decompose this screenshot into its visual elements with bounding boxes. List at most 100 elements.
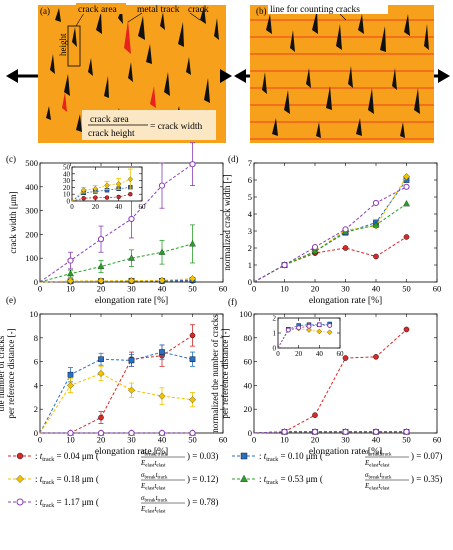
series-0 (71, 191, 133, 202)
formula-numerator: crack area (90, 115, 130, 125)
fraction-denominator: Eelasttelast (364, 459, 390, 469)
series-2 (71, 168, 134, 202)
y-tick-label: 0 (248, 428, 252, 438)
data-point (189, 429, 196, 437)
label-crack-area: crack area (78, 5, 118, 15)
x-tick-label: 60 (219, 284, 228, 294)
data-point (326, 329, 333, 335)
legend-ratio: ) = 0.35) (411, 474, 442, 484)
frac-sigma: σ (365, 448, 369, 456)
panel-label: (e) (6, 295, 16, 305)
data-point (158, 429, 166, 437)
data-point (306, 323, 312, 329)
data-point (285, 327, 291, 333)
formula-denominator: crack height (88, 129, 135, 139)
legend-t: t (264, 474, 267, 484)
legend-eq: = 0.53 μm ( (278, 474, 323, 484)
series-line (253, 186, 407, 283)
data-point (189, 161, 196, 168)
frac-elast2: elast (156, 510, 166, 515)
x-tick-label: 60 (433, 284, 442, 294)
x-tick-label: 30 (127, 284, 136, 294)
arrow-left-b (234, 69, 250, 83)
y-tick-label: 0 (67, 197, 71, 205)
x-tick-label: 0 (276, 350, 280, 358)
data-point (67, 257, 74, 264)
callout-crack (189, 12, 201, 21)
y-tick-label: 1 (273, 329, 277, 337)
series-2 (277, 322, 333, 349)
data-point (403, 326, 410, 333)
frac-track: track (382, 453, 392, 458)
x-tick-label: 60 (219, 435, 228, 445)
legend-marker (16, 475, 24, 483)
y-tick-label: 0 (273, 344, 277, 352)
y-tick-label: 100 (25, 253, 38, 263)
data-point (372, 199, 380, 207)
label-counting-line: line for counting cracks (270, 4, 360, 15)
data-point (93, 195, 98, 200)
series-line (71, 178, 131, 202)
legend-ratio: ) = 0.03) (187, 451, 218, 461)
y-tick-label: 0 (34, 277, 38, 287)
data-point (97, 236, 105, 243)
frac-t2: t (154, 505, 157, 513)
callout-counting-line (339, 13, 347, 21)
legend-t-sub: track (42, 480, 54, 486)
data-point (128, 277, 135, 285)
data-point (97, 262, 105, 270)
y-tick-label: 7 (248, 158, 252, 168)
x-tick-label: 60 (433, 435, 442, 445)
data-point (373, 354, 379, 360)
ratio-value: 0.78 (200, 497, 216, 507)
ratio-close: ) (215, 497, 218, 507)
legend-t-sub: track (42, 503, 54, 509)
label-crack: crack (188, 5, 209, 15)
legend-marker (16, 498, 24, 506)
ratio-eq: ) = (187, 474, 200, 484)
frac-elast2: elast (380, 487, 390, 492)
cracks-b (262, 10, 429, 138)
legend-t: t (40, 497, 43, 507)
ratio-eq: ) = (411, 474, 424, 484)
formula-result: = crack width (150, 122, 203, 132)
metal-track-b (250, 5, 434, 143)
ratio-value: 0.07 (424, 451, 440, 461)
frac-E: E (140, 459, 146, 467)
ratio-close: ) (215, 474, 218, 484)
legend-text: : ttrack = 1.17 μm ( (35, 497, 99, 509)
x-tick-label: 50 (402, 284, 411, 294)
y-tick-label: 10 (63, 191, 71, 199)
data-point (80, 187, 87, 193)
series-line (253, 236, 407, 283)
y-tick-label: 2 (34, 404, 38, 414)
series-line (39, 372, 193, 434)
y-tick-label: 0 (248, 277, 252, 287)
fraction-denominator: Eelasttelast (140, 459, 166, 469)
x-tick-label: 50 (188, 284, 197, 294)
x-tick-label: 20 (295, 350, 303, 358)
frac-elast: elast (369, 464, 379, 469)
data-point (127, 176, 134, 182)
frac-E: E (364, 482, 370, 490)
x-tick-label: 0 (252, 435, 256, 445)
frac-elast: elast (369, 487, 379, 492)
label-metal-track: metal track (137, 5, 180, 15)
legend-text: : ttrack = 0.10 μm ( (259, 451, 323, 463)
data-point (67, 381, 74, 389)
legend-ratio: ) = 0.12) (187, 474, 218, 484)
series-line (253, 176, 407, 283)
y-axis-label: per reference distance [-] (6, 328, 16, 418)
series-4 (39, 142, 196, 283)
data-point (342, 355, 349, 361)
y-axis-label: the number of cracks (0, 335, 6, 411)
arrow-left-a (6, 69, 38, 83)
legend-t-sub: track (266, 457, 278, 463)
fraction-numerator: σbreakttrack (141, 471, 168, 481)
data-point (158, 276, 166, 284)
data-point (189, 240, 196, 247)
